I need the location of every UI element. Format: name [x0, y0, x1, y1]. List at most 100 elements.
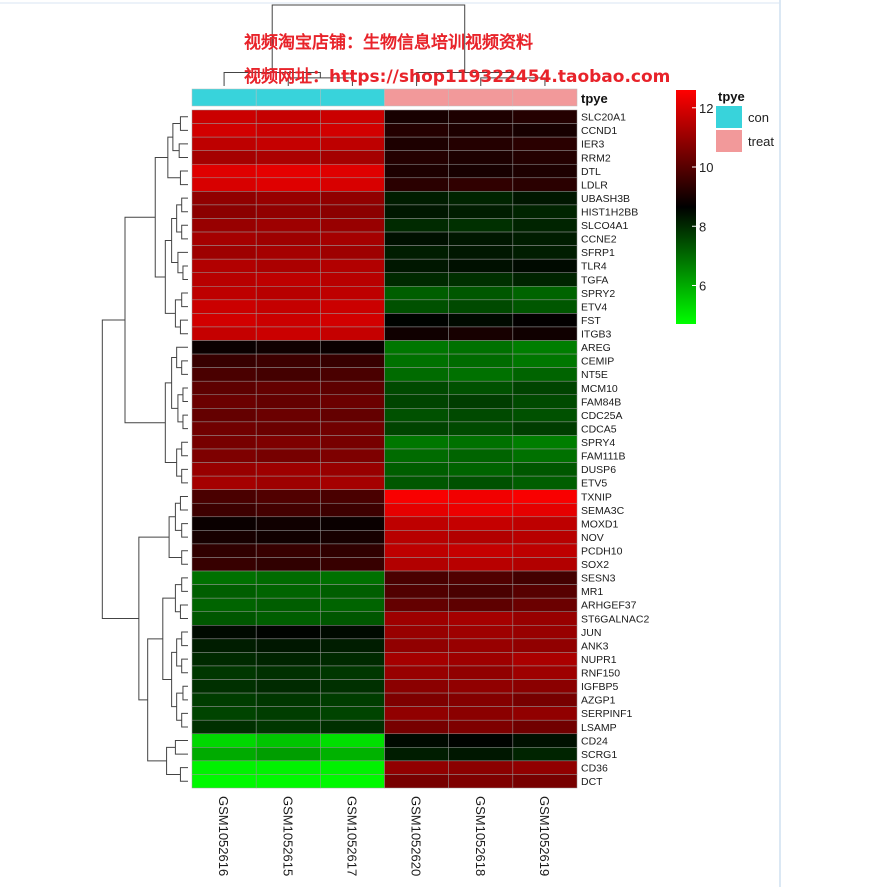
dendrogram-branch — [179, 116, 188, 131]
heatmap-cell — [191, 177, 257, 192]
heatmap-cell — [448, 570, 514, 585]
heatmap-cell — [191, 530, 257, 545]
gene-label: TGFA — [581, 274, 608, 286]
gene-label: UBASH3B — [581, 193, 630, 205]
heatmap-cell — [448, 557, 514, 572]
dendrogram-branch — [164, 240, 176, 314]
heatmap-cell — [448, 719, 514, 735]
heatmap-cell — [191, 679, 257, 694]
heatmap-cell — [191, 109, 257, 124]
heatmap-cell — [384, 218, 449, 233]
heatmap-cell — [512, 367, 578, 382]
heatmap-cell — [320, 109, 385, 124]
heatmap-cell — [384, 421, 449, 436]
heatmap-cell — [255, 218, 321, 233]
dendrogram-branch — [181, 523, 188, 538]
colorbar-tick-label: 10 — [699, 160, 713, 175]
heatmap-cell — [191, 760, 257, 775]
heatmap-cell — [255, 692, 321, 707]
heatmap-cell — [255, 123, 321, 138]
heatmap-cell — [320, 625, 385, 640]
heatmap-cell — [448, 733, 514, 748]
heatmap-cell — [191, 625, 257, 640]
heatmap-cell — [512, 462, 578, 477]
heatmap-cell — [512, 733, 578, 748]
dendrogram-branch — [181, 712, 188, 728]
heatmap-cell — [191, 570, 257, 585]
heatmap-cell — [320, 245, 385, 260]
heatmap-cell — [448, 638, 514, 653]
heatmap-cell — [320, 706, 385, 721]
heatmap-cell — [191, 638, 257, 653]
heatmap-cell — [384, 652, 449, 667]
heatmap-cell — [191, 502, 257, 518]
gene-label: TXNIP — [581, 491, 612, 503]
heatmap-cell — [384, 570, 449, 585]
gene-label: CCNE2 — [581, 234, 617, 246]
heatmap-cell — [448, 177, 514, 192]
heatmap-cell — [384, 123, 449, 138]
heatmap-cell — [384, 475, 449, 490]
heatmap-cell — [384, 462, 449, 477]
heatmap-cell — [448, 665, 514, 680]
heatmap-cell — [320, 475, 385, 490]
heatmap-cell — [255, 231, 321, 246]
heatmap-cell — [320, 150, 385, 165]
gene-label: SESN3 — [581, 573, 616, 585]
gene-label: IER3 — [581, 139, 605, 151]
heatmap-cell — [320, 448, 385, 463]
heatmap-cell — [512, 326, 578, 341]
heatmap-cell — [384, 353, 449, 368]
heatmap-cell — [255, 258, 321, 273]
heatmap-cell — [255, 652, 321, 667]
heatmap-cell — [320, 665, 385, 680]
heatmap-cell — [191, 706, 257, 721]
dendrogram-branch — [147, 638, 167, 762]
heatmap-cell — [320, 340, 385, 355]
heatmap-cell — [384, 516, 449, 531]
heatmap-cell — [255, 665, 321, 680]
heatmap-cell — [191, 475, 257, 490]
gene-label: NUPR1 — [581, 654, 617, 666]
annotation-bar — [191, 88, 578, 107]
heatmap-cell — [512, 204, 578, 219]
heatmap-cell — [320, 204, 385, 219]
dendrogram-branch — [271, 4, 466, 73]
heatmap-cell — [255, 245, 321, 260]
heatmap-cell — [320, 258, 385, 273]
heatmap-cell — [255, 584, 321, 599]
dendrogram-branch — [178, 143, 188, 158]
heatmap-cell — [320, 380, 385, 396]
heatmap-cell — [384, 380, 449, 396]
heatmap-cell — [191, 611, 257, 626]
heatmap-cell — [255, 570, 321, 585]
heatmap-cell — [448, 109, 514, 124]
dendrogram-branch — [177, 394, 183, 423]
heatmap-cell — [384, 625, 449, 640]
heatmap-cell — [448, 774, 514, 789]
heatmap-cell — [512, 774, 578, 789]
heatmap-cell — [191, 258, 257, 273]
heatmap-cell — [255, 177, 321, 192]
heatmap-cell — [384, 584, 449, 599]
gene-label: SEMA3C — [581, 505, 625, 517]
dendrogram-branch — [124, 216, 166, 424]
heatmap-cell — [448, 611, 514, 626]
heatmap-cell — [255, 367, 321, 382]
heatmap-cell — [448, 123, 514, 138]
heatmap-cell — [448, 475, 514, 490]
heatmap-cell — [255, 760, 321, 775]
heatmap-cell — [255, 679, 321, 694]
heatmap-cell — [320, 774, 385, 789]
dendrogram-branch — [101, 319, 139, 619]
heatmap-cell — [255, 747, 321, 762]
heatmap-cell — [191, 380, 257, 396]
gene-label: AZGP1 — [581, 695, 616, 707]
gene-label: IGFBP5 — [581, 681, 619, 693]
heatmap-cell — [512, 340, 578, 355]
gene-label: DUSP6 — [581, 464, 616, 476]
heatmap-cell — [320, 638, 385, 653]
heatmap-cell — [255, 557, 321, 572]
